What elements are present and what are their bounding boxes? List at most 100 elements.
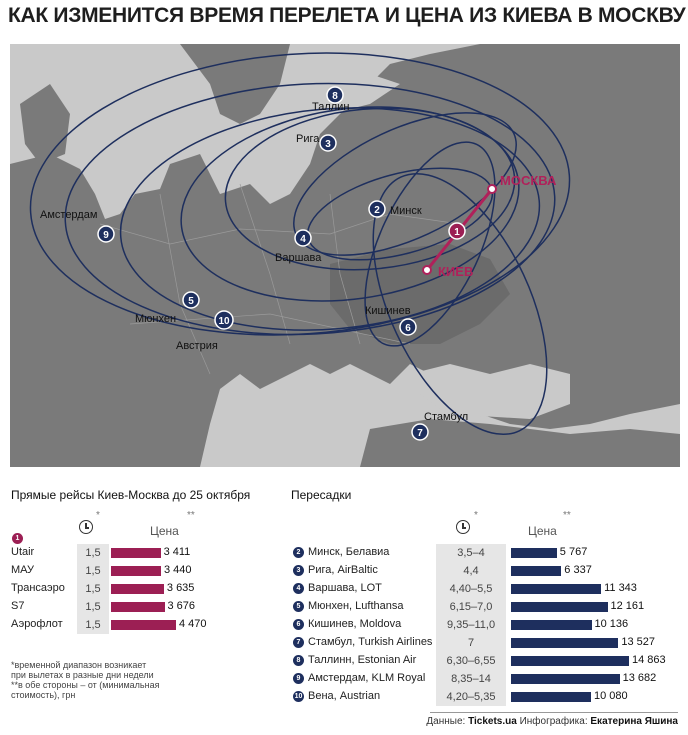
- route-number-badge: 8: [293, 655, 304, 666]
- transfers-price-header: Цена: [528, 524, 557, 538]
- marker-10: 10: [218, 316, 230, 327]
- marker-4: 4: [300, 234, 306, 245]
- black-sea: [410, 364, 570, 419]
- direct-time-star: *: [96, 510, 100, 521]
- marker-9: 9: [103, 230, 109, 241]
- flight-time: 1,5: [77, 598, 109, 616]
- price-bar: [511, 602, 608, 612]
- route-name: Рига, AirBaltic: [308, 564, 378, 576]
- transfers-section-title: Пересадки: [291, 488, 352, 502]
- price-value: 3 635: [166, 582, 195, 594]
- credit-rule: [430, 712, 678, 713]
- price-value: 6 337: [564, 564, 592, 576]
- kiev-point: [422, 265, 432, 275]
- route-number-badge: 5: [293, 601, 304, 612]
- price-value: 10 136: [594, 618, 629, 630]
- route-name: Кишинев, Moldova: [308, 618, 402, 630]
- transfers-time-clock-icon: [456, 520, 470, 534]
- route-name: Стамбул, Turkish Airlines: [308, 636, 433, 648]
- route-name: Варшава, LOT: [308, 582, 382, 594]
- transfer-row: 3 Рига, AirBaltic 4,4 6 337: [291, 562, 681, 580]
- price-bar: [511, 620, 592, 630]
- price-value: 13 527: [621, 636, 656, 648]
- flight-time: 4,20–5,35: [436, 688, 506, 706]
- city-istanbul: Стамбул: [424, 411, 468, 423]
- price-value: 3 411: [163, 546, 191, 558]
- page-title: КАК ИЗМЕНИТСЯ ВРЕМЯ ПЕРЕЛЕТА И ЦЕНА ИЗ К…: [8, 4, 686, 27]
- direct-row: Трансаэро 1,5 3 635: [11, 580, 271, 598]
- route-name: Мюнхен, Lufthansa: [308, 600, 404, 612]
- route-number-badge: 9: [293, 673, 304, 684]
- price-bar: [511, 656, 629, 666]
- transfer-row: 2 Минск, Белавиа 3,5–4 5 767: [291, 544, 681, 562]
- price-bar: [511, 638, 619, 648]
- credit-data-source: Tickets.ua: [468, 716, 517, 727]
- land-turkey: [360, 419, 680, 467]
- city-minsk: Минск: [390, 205, 422, 217]
- price-value: 4 470: [179, 618, 207, 630]
- airline-name: МАУ: [11, 564, 35, 576]
- transfer-row: 7 Стамбул, Turkish Airlines 7 13 527: [291, 634, 681, 652]
- route-name: Амстердам, KLM Royal: [308, 672, 426, 684]
- route-number-badge: 10: [293, 691, 304, 702]
- direct-row: S7 1,5 3 676: [11, 598, 271, 616]
- price-bar: [511, 584, 602, 594]
- direct-marker-badge: 1: [12, 533, 23, 544]
- price-value: 3 440: [164, 564, 192, 576]
- price-value: 3 676: [167, 600, 196, 612]
- credit-graphics-label: Инфографика:: [516, 716, 591, 727]
- flight-time: 8,35–14: [436, 670, 506, 688]
- city-chisinau: Кишинев: [365, 305, 411, 317]
- city-austria: Австрия: [176, 340, 218, 352]
- marker-6: 6: [405, 323, 411, 334]
- route-number-badge: 2: [293, 547, 304, 558]
- flight-time: 1,5: [77, 544, 109, 562]
- route-number-badge: 3: [293, 565, 304, 576]
- flight-time: 4,4: [436, 562, 506, 580]
- price-value: 5 767: [559, 546, 588, 558]
- city-tallinn: Таллин: [312, 101, 349, 113]
- direct-row: МАУ 1,5 3 440: [11, 562, 271, 580]
- flight-time: 9,35–11,0: [436, 616, 506, 634]
- flight-time: 3,5–4: [436, 544, 506, 562]
- route-map: МОСКВА КИЕВ 1 2 3 4 5 6 7 8 9 10 Таллин …: [10, 44, 680, 467]
- price-value: 10 080: [594, 690, 628, 702]
- city-riga: Рига: [296, 133, 320, 145]
- credits: Данные: Tickets.ua Инфографика: Екатерин…: [426, 716, 678, 727]
- route-number-badge: 7: [293, 637, 304, 648]
- city-munich: Мюнхен: [135, 313, 176, 325]
- route-markers: 1 2 3 4 5 6 7 8 9 10: [97, 86, 466, 441]
- transfer-row: 9 Амстердам, KLM Royal 8,35–14 13 682: [291, 670, 681, 688]
- flight-time: 1,5: [77, 562, 109, 580]
- flight-time: 6,15–7,0: [436, 598, 506, 616]
- direct-row: Аэрофлот 1,5 4 470: [11, 616, 271, 634]
- marker-1: 1: [454, 227, 460, 238]
- route-name: Вена, Austrian: [308, 690, 381, 702]
- sea-baltic-gulf: [310, 74, 400, 114]
- marker-7: 7: [417, 428, 423, 439]
- marker-3: 3: [325, 139, 331, 150]
- city-amsterdam: Амстердам: [40, 209, 97, 221]
- flight-time: 4,40–5,5: [436, 580, 506, 598]
- footnote-time: *временной диапазон возникает при вылета…: [11, 660, 154, 680]
- land-uk: [20, 84, 70, 164]
- airline-name: Utair: [11, 546, 35, 558]
- airline-name: S7: [11, 600, 25, 612]
- price-bar: [111, 566, 161, 576]
- route-name: Минск, Белавиа: [308, 546, 390, 558]
- flight-time: 7: [436, 634, 506, 652]
- marker-5: 5: [188, 296, 194, 307]
- moscow-label: МОСКВА: [500, 173, 557, 188]
- airline-name: Аэрофлот: [11, 618, 63, 630]
- footnote-price: **в обе стороны – от (минимальная стоимо…: [11, 680, 160, 700]
- moscow-point: [487, 184, 497, 194]
- marker-8: 8: [332, 91, 338, 102]
- price-value: 11 343: [604, 582, 637, 594]
- transfer-row: 6 Кишинев, Moldova 9,35–11,0 10 136: [291, 616, 681, 634]
- transfers-price-star: **: [563, 510, 571, 521]
- credit-author: Екатерина Яшина: [590, 716, 678, 727]
- direct-row: Utair 1,5 3 411: [11, 544, 271, 562]
- direct-section-title: Прямые рейсы Киев-Москва до 25 октября: [11, 488, 251, 502]
- price-bar: [111, 602, 165, 612]
- flight-time: 1,5: [77, 580, 109, 598]
